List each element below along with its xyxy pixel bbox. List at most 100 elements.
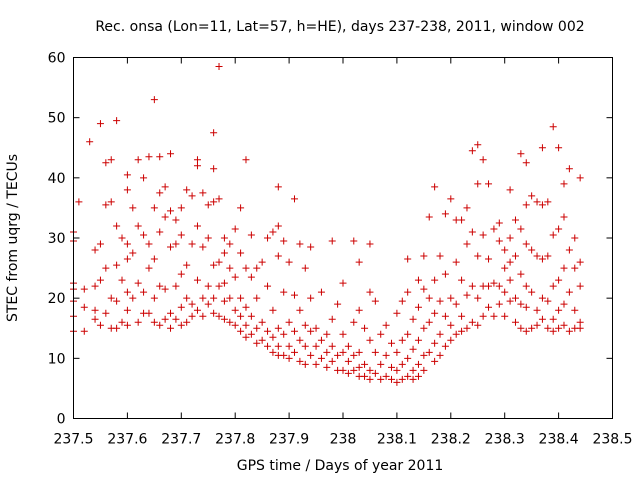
data-point (242, 156, 250, 164)
data-point (474, 141, 482, 149)
data-point (156, 153, 164, 161)
x-tick-label: 237.9 (269, 432, 309, 448)
data-point (123, 186, 131, 194)
data-point (285, 342, 293, 350)
data-point (501, 288, 509, 296)
data-point (242, 264, 250, 272)
data-point (118, 318, 126, 326)
data-point (123, 240, 131, 248)
y-tick-label: 30 (48, 231, 66, 247)
data-point (129, 294, 137, 302)
data-point (220, 234, 228, 242)
data-point (576, 324, 584, 332)
data-point (312, 324, 320, 332)
data-point (285, 318, 293, 326)
data-point (420, 285, 428, 293)
data-point (145, 264, 153, 272)
data-point (538, 144, 546, 152)
data-point (458, 327, 466, 335)
x-tick-label: 237.7 (161, 432, 201, 448)
data-point (576, 318, 584, 326)
data-point (123, 288, 131, 296)
data-point (398, 360, 406, 368)
data-point (183, 318, 191, 326)
data-point (344, 357, 352, 365)
data-point (123, 306, 131, 314)
x-tick-label: 238.2 (431, 432, 471, 448)
axis-ticks: 0 10 20 30 40 50 60 237.5 237.6 237.7 237.8 237.9 23… (48, 51, 633, 448)
data-point (404, 372, 412, 380)
data-point (301, 342, 309, 350)
y-tick-label: 50 (48, 111, 66, 127)
data-point (96, 276, 104, 284)
data-point (296, 240, 304, 248)
data-point (91, 246, 99, 254)
data-point (366, 375, 374, 383)
data-point (549, 231, 557, 239)
data-point (215, 195, 223, 203)
data-point (193, 222, 201, 230)
data-point (113, 117, 121, 125)
data-point (247, 231, 255, 239)
data-point (129, 249, 137, 257)
data-point (269, 333, 277, 341)
data-point (113, 222, 121, 230)
data-point (258, 258, 266, 266)
data-point (565, 288, 573, 296)
data-point (107, 156, 115, 164)
data-point (425, 318, 433, 326)
data-point (517, 270, 525, 278)
data-point (86, 138, 94, 146)
data-point (113, 324, 121, 332)
data-point (210, 261, 218, 269)
data-point (420, 366, 428, 374)
data-point (328, 315, 336, 323)
data-point (452, 330, 460, 338)
data-point (91, 306, 99, 314)
data-point (414, 336, 422, 344)
x-axis-label: GPS time / Days of year 2011 (237, 458, 444, 474)
data-point (517, 225, 525, 233)
data-point (237, 312, 245, 320)
data-point (102, 264, 110, 272)
data-point (538, 315, 546, 323)
data-point (474, 252, 482, 260)
data-point (436, 351, 444, 359)
x-tick-label: 237.8 (215, 432, 255, 448)
data-point (447, 321, 455, 329)
data-point (242, 303, 250, 311)
data-point (301, 360, 309, 368)
data-point (253, 294, 261, 302)
data-point (425, 348, 433, 356)
data-point (393, 309, 401, 317)
data-point (323, 348, 331, 356)
data-point (215, 282, 223, 290)
data-point (177, 303, 185, 311)
data-point (355, 306, 363, 314)
data-point (414, 303, 422, 311)
data-point (474, 321, 482, 329)
x-tick-label: 238.4 (539, 432, 579, 448)
data-point (91, 282, 99, 290)
data-point (323, 363, 331, 371)
data-point (393, 366, 401, 374)
data-point (317, 288, 325, 296)
data-point (134, 222, 142, 230)
data-point (366, 240, 374, 248)
data-point (565, 165, 573, 173)
data-point (296, 357, 304, 365)
data-point (183, 294, 191, 302)
data-point (549, 315, 557, 323)
data-point (560, 180, 568, 188)
data-point (102, 201, 110, 209)
data-point (177, 204, 185, 212)
data-point (571, 306, 579, 314)
data-point (501, 312, 509, 320)
data-point (210, 165, 218, 173)
data-point (533, 321, 541, 329)
data-point (414, 360, 422, 368)
data-point (264, 327, 272, 335)
data-point (204, 300, 212, 308)
data-point (156, 282, 164, 290)
